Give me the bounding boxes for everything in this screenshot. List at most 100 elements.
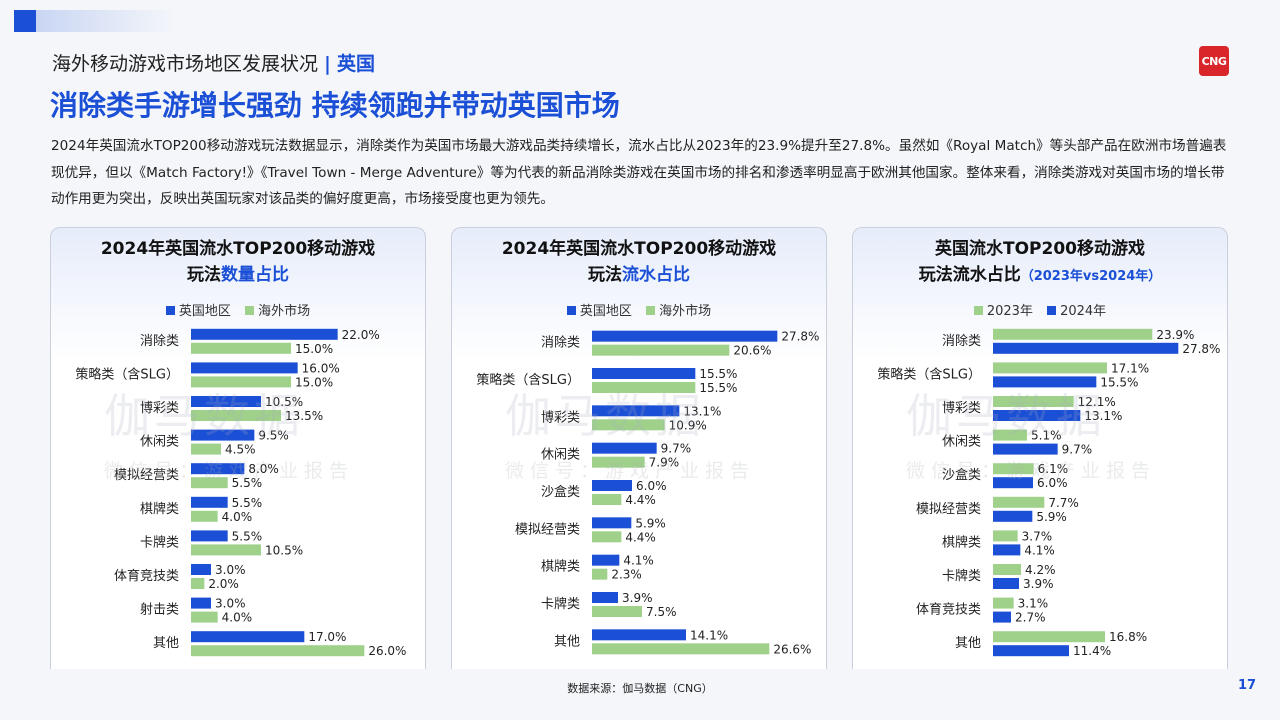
bar-series-a — [592, 517, 632, 529]
accent-square — [14, 10, 36, 32]
data-label: 3.7% — [1022, 529, 1052, 543]
cng-logo: CNG — [1199, 46, 1229, 76]
bar-series-a — [993, 631, 1105, 643]
category-label: 消除类 — [541, 336, 580, 351]
data-label: 15.0% — [295, 375, 333, 389]
panel-title: 2024年英国流水TOP200移动游戏 玩法流水占比 — [452, 236, 826, 288]
bar-series-a — [993, 530, 1018, 542]
data-label: 7.7% — [1048, 496, 1079, 510]
page-headline: 消除类手游增长强劲 持续领跑并带动英国市场 — [50, 89, 620, 122]
legend-label-uk: 英国地区 — [579, 304, 632, 319]
data-label: 5.9% — [635, 516, 666, 530]
legend-swatch-2023 — [973, 306, 983, 315]
data-label: 2.7% — [1015, 611, 1046, 625]
data-label: 2.3% — [611, 568, 642, 582]
panel-title-highlight: 数量占比 — [221, 265, 289, 285]
data-label: 20.6% — [733, 344, 771, 358]
category-label: 卡牌类 — [140, 534, 179, 550]
bar-series-b — [191, 342, 291, 354]
bar-series-a — [993, 328, 1153, 340]
body-paragraph: 2024年英国流水TOP200移动游戏玩法数据显示，消除类作为英国市场最大游戏品… — [51, 138, 1227, 207]
data-label: 4.5% — [225, 443, 256, 457]
data-label: 15.5% — [1100, 375, 1138, 389]
bar-series-a — [191, 429, 255, 441]
bar-series-a — [993, 429, 1027, 441]
bar-series-a — [191, 328, 338, 340]
data-label: 27.8% — [1182, 342, 1220, 356]
category-label: 休闲类 — [541, 448, 580, 463]
bar-series-b — [993, 578, 1019, 589]
bar-series-b — [592, 531, 622, 543]
data-label: 4.0% — [222, 510, 253, 524]
panel-title-highlight: 流水占比 — [622, 265, 690, 285]
bar-series-a — [592, 368, 696, 379]
legend-label-overseas: 海外市场 — [258, 304, 311, 319]
section-title-text: 海外移动游戏市场地区发展状况 — [52, 53, 319, 75]
panel-title-line1: 英国流水TOP200移动游戏 — [935, 239, 1145, 259]
category-label: 博彩类 — [140, 401, 179, 416]
bar-series-a — [191, 631, 305, 643]
bar-series-b — [592, 344, 730, 356]
data-label: 15.5% — [699, 381, 737, 395]
bar-series-b — [592, 568, 608, 580]
bar-series-b — [592, 606, 642, 617]
bar-series-b — [592, 456, 645, 468]
data-label: 5.5% — [232, 476, 263, 490]
bar-series-b — [993, 443, 1058, 455]
section-title: 海外移动游戏市场地区发展状况 | 英国 — [52, 49, 375, 76]
category-label: 卡牌类 — [541, 596, 580, 612]
data-label: 9.7% — [1062, 443, 1093, 457]
data-label: 3.9% — [1023, 577, 1054, 591]
bar-series-a — [191, 564, 211, 575]
data-label: 5.1% — [1031, 429, 1062, 443]
data-label: 17.1% — [1111, 361, 1149, 375]
bar-series-a — [592, 629, 686, 641]
data-label: 17.0% — [308, 630, 346, 644]
data-label: 5.5% — [232, 496, 263, 510]
bar-series-b — [191, 443, 221, 455]
panel-title-line1: 2024年英国流水TOP200移动游戏 — [501, 239, 777, 259]
data-label: 13.1% — [1084, 409, 1122, 423]
bar-series-a — [592, 405, 680, 417]
legend-label-overseas: 海外市场 — [659, 304, 712, 319]
data-label: 5.5% — [232, 529, 263, 543]
data-label: 22.0% — [342, 328, 380, 342]
legend-label-uk: 英国地区 — [178, 304, 231, 319]
bar-series-b — [191, 578, 205, 589]
legend-label-2024: 2024年 — [1060, 304, 1107, 319]
category-label: 棋牌类 — [942, 534, 981, 550]
data-label: 3.1% — [1018, 597, 1048, 611]
panel-title: 2024年英国流水TOP200移动游戏 玩法数量占比 — [51, 236, 425, 288]
data-label: 26.0% — [368, 644, 406, 658]
bar-series-b — [993, 611, 1011, 623]
chart-legend: 英国地区 海外市场 — [452, 300, 826, 319]
country-label: 英国 — [336, 53, 375, 75]
category-label: 沙盒类 — [942, 467, 981, 483]
category-label: 沙盒类 — [541, 484, 580, 500]
category-label: 博彩类 — [942, 401, 981, 416]
bar-series-a — [993, 597, 1014, 609]
data-label: 3.0% — [215, 563, 246, 577]
bar-series-a — [993, 396, 1074, 407]
data-label: 4.1% — [1024, 543, 1055, 557]
category-label: 消除类 — [140, 334, 179, 349]
bar-series-a — [191, 396, 261, 407]
category-label: 博彩类 — [541, 410, 580, 425]
data-label: 9.7% — [661, 442, 692, 456]
panel-title-line1: 2024年英国流水TOP200移动游戏 — [100, 239, 376, 259]
panel-title-plain: 玩法 — [187, 265, 221, 285]
data-label: 14.1% — [690, 628, 728, 642]
category-label: 其他 — [554, 634, 580, 649]
data-label: 27.8% — [781, 330, 819, 344]
panel-count-share: 2024年英国流水TOP200移动游戏 玩法数量占比 英国地区 海外市场 消除类… — [50, 227, 426, 669]
category-label: 其他 — [153, 636, 179, 651]
bar-series-a — [191, 463, 245, 475]
bar-series-b — [191, 544, 261, 556]
data-label: 6.1% — [1038, 462, 1069, 476]
data-label: 16.8% — [1109, 630, 1147, 644]
bar-series-b — [993, 376, 1097, 388]
data-label: 5.9% — [1036, 510, 1067, 524]
bar-series-a — [191, 597, 211, 609]
bar-chart-count-share: 消除类 22.0%15.0%策略类（含SLG） 16.0%15.0%博彩类 10.5%… — [75, 328, 406, 658]
panel-title-plain: 玩法流水占比 — [918, 265, 1021, 285]
